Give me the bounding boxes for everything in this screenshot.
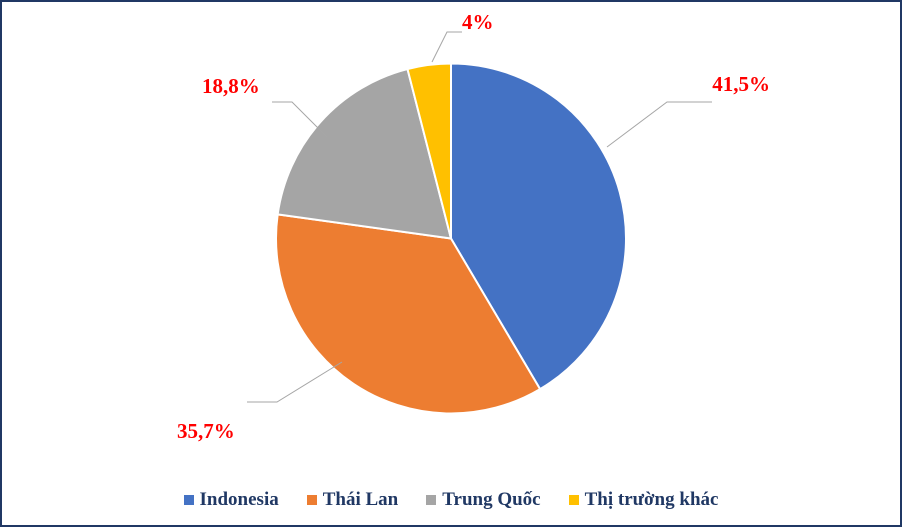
legend-swatch: [569, 495, 579, 505]
legend-swatch: [426, 495, 436, 505]
slice-label-thi-truong-khac: 4%: [462, 10, 494, 35]
legend: Indonesia Thái Lan Trung Quốc Thị trường…: [2, 479, 900, 525]
pie-chart: [271, 58, 631, 423]
chart-frame: 41,5% 35,7% 18,8% 4% Indonesia Thái Lan …: [0, 0, 902, 527]
pie-svg: [271, 58, 631, 418]
legend-label: Indonesia: [200, 489, 279, 511]
legend-label: Thái Lan: [323, 489, 399, 511]
legend-label: Thị trường khác: [585, 489, 719, 511]
legend-swatch: [307, 495, 317, 505]
legend-item-thai-lan: Thái Lan: [307, 489, 399, 511]
legend-item-thi-truong-khac: Thị trường khác: [569, 489, 719, 511]
slice-label-thai-lan: 35,7%: [177, 419, 235, 444]
legend-swatch: [184, 495, 194, 505]
chart-area: 41,5% 35,7% 18,8% 4%: [2, 2, 900, 479]
legend-label: Trung Quốc: [442, 489, 540, 511]
slice-label-indonesia: 41,5%: [712, 72, 770, 97]
slice-label-trung-quoc: 18,8%: [202, 74, 260, 99]
legend-item-trung-quoc: Trung Quốc: [426, 489, 540, 511]
legend-item-indonesia: Indonesia: [184, 489, 279, 511]
